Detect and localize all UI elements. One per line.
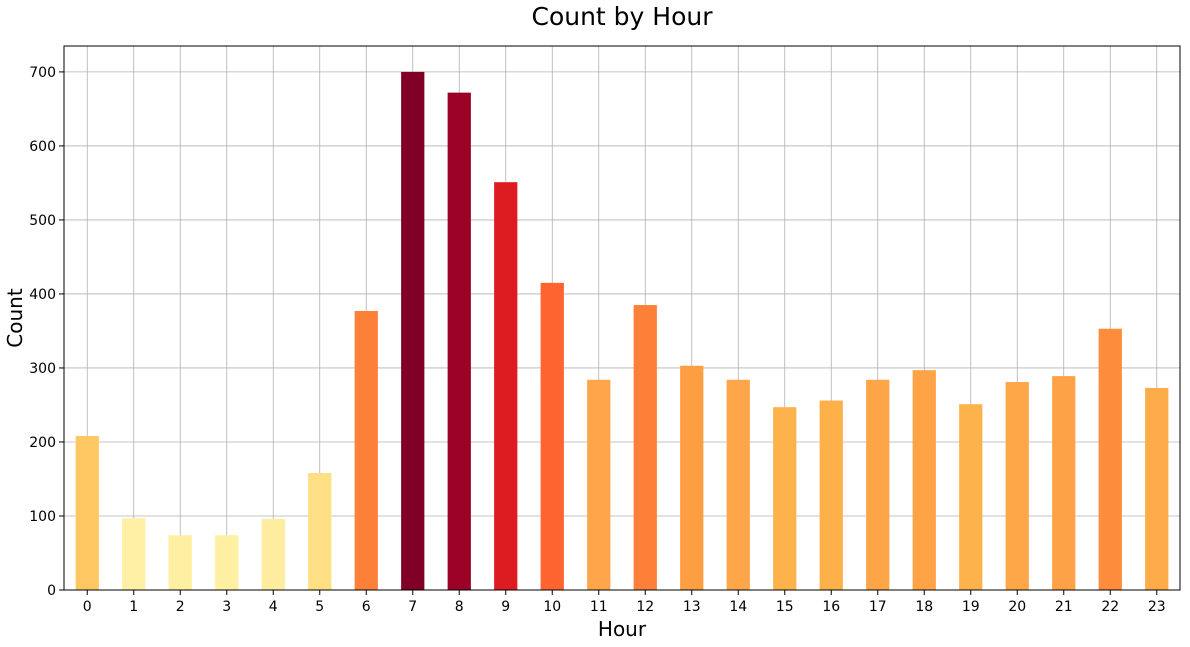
bar-hour-5 — [308, 473, 332, 590]
x-axis-ticks: 0 1 2 3 4 5 6 7 8 9 10 11 12 13 14 15 16 17 18 19 20 21 22 23 — [83, 590, 1166, 615]
bar-hour-3 — [215, 535, 239, 590]
y-tick-label: 300 — [29, 361, 56, 377]
x-tick-label: 7 — [408, 599, 417, 615]
bar-hour-7 — [401, 71, 425, 590]
y-axis-ticks: 0 100 200 300 400 500 600 700 — [29, 65, 64, 599]
y-tick-label: 700 — [29, 65, 56, 81]
x-tick-label: 6 — [362, 599, 371, 615]
bar-hour-0 — [75, 436, 99, 590]
x-tick-label: 17 — [869, 599, 887, 615]
x-tick-label: 20 — [1008, 599, 1026, 615]
bar-hour-1 — [122, 518, 146, 590]
bar-hour-2 — [168, 535, 192, 590]
x-tick-label: 4 — [269, 599, 278, 615]
x-tick-label: 13 — [683, 599, 701, 615]
y-tick-label: 600 — [29, 139, 56, 155]
x-tick-label: 14 — [729, 599, 747, 615]
x-tick-label: 0 — [83, 599, 92, 615]
bar-hour-13 — [680, 365, 704, 590]
y-axis-label: Count — [3, 288, 27, 348]
x-tick-label: 15 — [776, 599, 794, 615]
x-tick-label: 12 — [636, 599, 654, 615]
bar-hour-16 — [819, 400, 843, 590]
x-tick-label: 1 — [129, 599, 138, 615]
bar-hour-20 — [1005, 382, 1029, 590]
x-tick-label: 5 — [315, 599, 324, 615]
x-tick-label: 18 — [915, 599, 933, 615]
y-tick-label: 0 — [47, 583, 56, 599]
plot-frame — [63, 45, 1181, 591]
bar-hour-6 — [354, 310, 378, 590]
x-tick-label: 16 — [822, 599, 840, 615]
bar-hour-9 — [494, 182, 518, 590]
bar-hour-4 — [261, 518, 285, 590]
bars — [75, 71, 1169, 590]
bar-hour-15 — [773, 407, 797, 590]
x-tick-label: 2 — [176, 599, 185, 615]
y-tick-label: 400 — [29, 287, 56, 303]
bar-hour-12 — [633, 305, 657, 590]
x-tick-label: 8 — [455, 599, 464, 615]
x-tick-label: 9 — [501, 599, 510, 615]
bar-hour-11 — [587, 379, 611, 590]
x-tick-label: 19 — [962, 599, 980, 615]
x-tick-label: 22 — [1101, 599, 1119, 615]
x-axis-label: Hour — [598, 617, 647, 641]
bar-hour-23 — [1145, 387, 1169, 590]
bar-hour-18 — [912, 370, 936, 590]
x-tick-label: 3 — [222, 599, 231, 615]
bar-hour-19 — [959, 404, 983, 590]
x-tick-label: 11 — [590, 599, 608, 615]
y-tick-label: 200 — [29, 435, 56, 451]
y-tick-label: 500 — [29, 213, 56, 229]
chart-title: Count by Hour — [531, 2, 713, 31]
bar-hour-14 — [726, 379, 750, 590]
x-tick-label: 21 — [1055, 599, 1073, 615]
bar-hour-17 — [866, 379, 890, 590]
y-tick-label: 100 — [29, 509, 56, 525]
bar-hour-10 — [540, 282, 564, 590]
x-tick-label: 10 — [543, 599, 561, 615]
bar-hour-21 — [1052, 376, 1076, 590]
x-tick-label: 23 — [1148, 599, 1166, 615]
bar-hour-22 — [1098, 328, 1122, 590]
bar-hour-8 — [447, 92, 471, 590]
